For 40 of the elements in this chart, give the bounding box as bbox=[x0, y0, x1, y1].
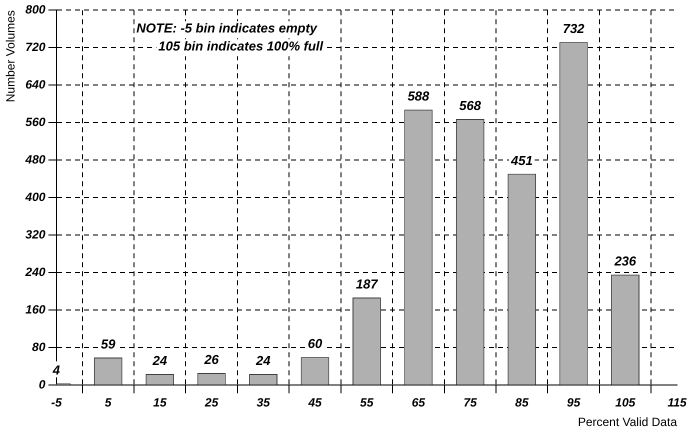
y-tick-label: 240 bbox=[24, 265, 46, 280]
x-tick-label: 35 bbox=[256, 396, 270, 410]
annotation: 105 bin indicates 100% full bbox=[158, 38, 324, 54]
annotation: NOTE: -5 bin indicates empty bbox=[136, 20, 318, 36]
data-label: 732 bbox=[562, 21, 586, 36]
y-tick-label: 160 bbox=[25, 302, 46, 317]
data-label: 24 bbox=[255, 353, 272, 368]
data-label: 187 bbox=[356, 276, 378, 292]
x-tick-label: 25 bbox=[204, 396, 219, 410]
y-tick-label: 0 bbox=[38, 378, 46, 392]
data-label: 24 bbox=[152, 353, 168, 368]
x-tick-label: 105 bbox=[615, 396, 636, 410]
y-tick-label: 560 bbox=[25, 115, 46, 130]
x-tick-label: 65 bbox=[412, 396, 426, 410]
x-tick-label: 75 bbox=[463, 396, 478, 410]
data-label: 60 bbox=[308, 336, 323, 352]
data-label: 26 bbox=[203, 352, 220, 368]
y-tick-label: 720 bbox=[25, 40, 46, 54]
y-axis-title: Number Volumes bbox=[4, 10, 18, 102]
y-tick-label: 640 bbox=[25, 78, 46, 92]
data-label: 59 bbox=[100, 336, 116, 352]
y-tick-label: 320 bbox=[25, 228, 46, 242]
data-label: 236 bbox=[613, 254, 637, 269]
data-label: 451 bbox=[510, 152, 533, 168]
x-tick-label: 55 bbox=[360, 396, 374, 410]
data-label: 4 bbox=[52, 362, 61, 378]
x-tick-label: 95 bbox=[566, 396, 581, 410]
x-tick-label: 45 bbox=[307, 396, 322, 410]
x-tick-label: 85 bbox=[515, 396, 529, 410]
y-tick-label: 480 bbox=[24, 152, 46, 167]
data-label: 568 bbox=[459, 98, 482, 114]
x-tick-label: 5 bbox=[104, 396, 112, 410]
y-tick-label: 400 bbox=[24, 190, 46, 204]
x-axis-title: Percent Valid Data bbox=[578, 415, 678, 430]
data-label: 588 bbox=[408, 88, 430, 104]
y-tick-label: 80 bbox=[32, 340, 46, 354]
y-tick-label: 800 bbox=[25, 2, 46, 17]
x-tick-label: -5 bbox=[51, 396, 62, 410]
x-tick-label: 115 bbox=[667, 396, 687, 410]
x-tick-label: 15 bbox=[153, 396, 167, 410]
